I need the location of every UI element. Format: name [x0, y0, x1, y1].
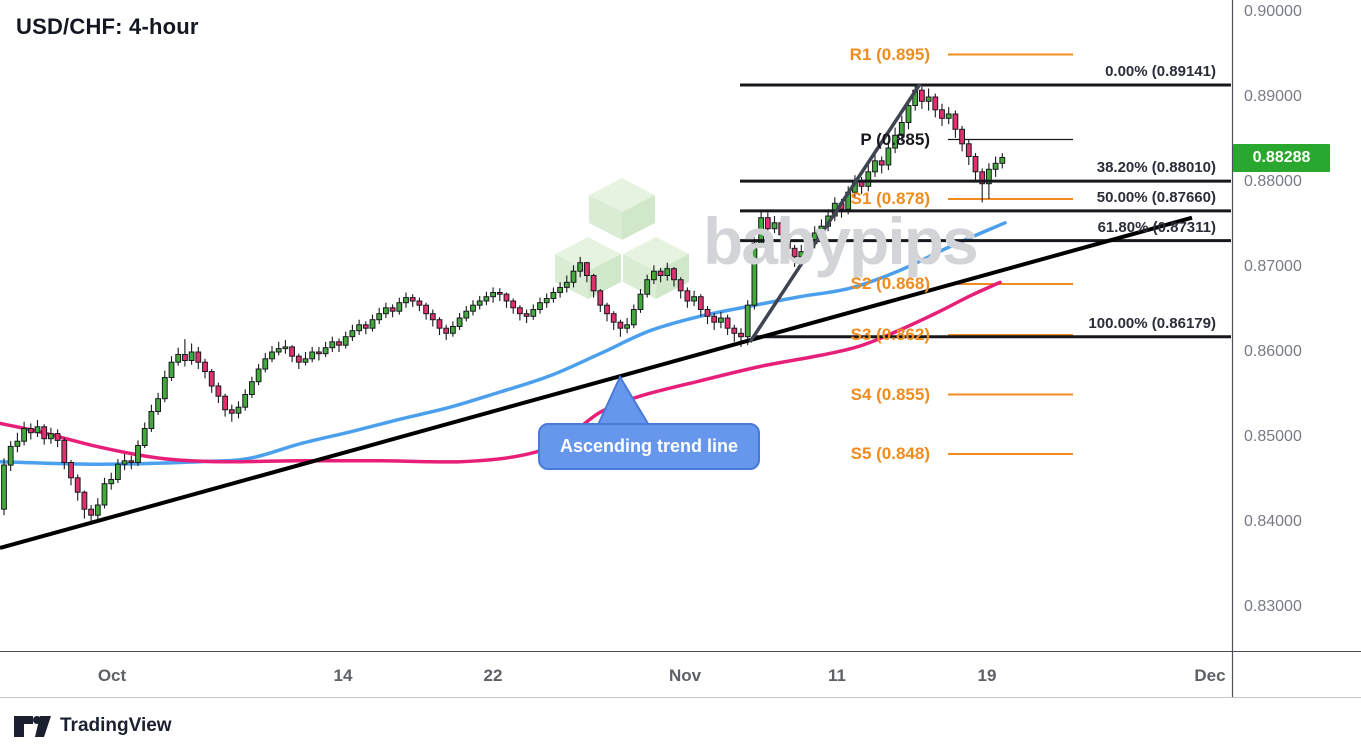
pivot-label-s2: S2 (0.868): [850, 274, 930, 293]
pivot-label-p: P (0.885): [860, 129, 930, 149]
pivot-label-s5: S5 (0.848): [850, 444, 930, 463]
fib-label-0.00: 0.00% (0.89141): [1105, 63, 1216, 80]
price-scale-label-0.86000: 0.86000: [1244, 343, 1302, 360]
pivot-label-s1: S1 (0.878): [850, 189, 930, 208]
trendline-callout[interactable]: Ascending trend line: [538, 423, 760, 470]
tradingview-logo-text: TradingView: [60, 715, 172, 736]
price-scale-label-0.90000: 0.90000: [1244, 3, 1302, 20]
ascending-trend-line[interactable]: [0, 215, 1193, 550]
time-axis-label-dec: Dec: [1194, 666, 1226, 685]
time-axis-label-nov: Nov: [668, 666, 702, 685]
rally-trend-line[interactable]: [748, 83, 922, 343]
time-axis-label-14: 14: [333, 666, 353, 685]
time-axis-label-22: 22: [483, 666, 503, 685]
pivot-label-r1: R1 (0.895): [849, 44, 930, 64]
price-scale-label-0.84000: 0.84000: [1244, 513, 1302, 530]
trendline-callout-pointer: [595, 374, 652, 428]
pivot-label-s4: S4 (0.855): [850, 384, 930, 404]
time-axis-label-19: 19: [977, 666, 997, 685]
time-axis-label-oct: Oct: [97, 666, 127, 685]
fib-label-38.20: 38.20% (0.88010): [1096, 159, 1216, 177]
trendline-callout-label: Ascending trend line: [559, 436, 739, 456]
price-scale-label-0.88000: 0.88000: [1244, 173, 1302, 190]
price-scale-label-0.87000: 0.87000: [1244, 258, 1302, 275]
tradingview-logo[interactable]: TradingView: [13, 712, 172, 740]
fib-label-61.80: 61.80% (0.87311): [1097, 218, 1216, 236]
fib-label-100.00: 100.00% (0.86179): [1088, 314, 1216, 332]
fib-label-50.00: 50.00% (0.87660): [1096, 188, 1216, 206]
fib-retracement[interactable]: [740, 83, 1231, 339]
tradingview-logo-icon: [14, 716, 51, 737]
price-scale-label-0.89000: 0.89000: [1244, 88, 1302, 105]
pivot-label-s3: S3 (0.862): [850, 325, 930, 344]
candlestick-series: [1, 85, 1006, 524]
price-scale-label-0.85000: 0.85000: [1244, 428, 1302, 445]
price-scale-label-0.83000: 0.83000: [1244, 598, 1302, 615]
ma-slow-pink[interactable]: [0, 280, 1002, 464]
babypips-watermark-text: babypips: [703, 204, 979, 278]
time-axis-label-11: 11: [828, 666, 846, 685]
pivot-levels: [948, 53, 1073, 455]
page-title: USD/CHF: 4-hour: [16, 14, 199, 39]
last-price-badge[interactable]: 0.88288: [1233, 143, 1330, 172]
